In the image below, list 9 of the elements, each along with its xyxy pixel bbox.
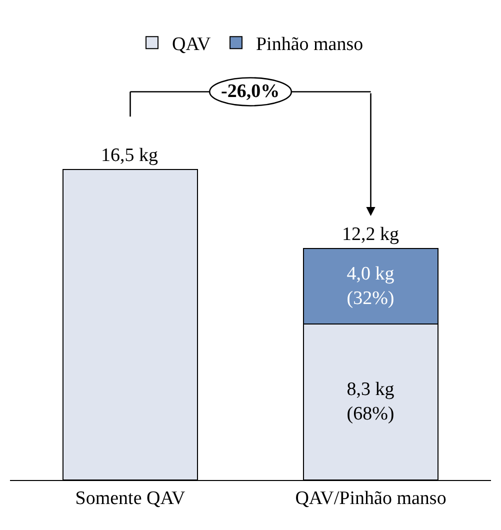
x-tick-label: Somente QAV: [75, 488, 186, 509]
text: -26,0%: [221, 81, 280, 102]
legend-label: Pinhão manso: [256, 34, 364, 56]
data-label: 4,0 kg (32%): [346, 263, 395, 309]
data-label: 8,3 kg (68%): [346, 379, 395, 425]
x-tick-label: QAV/Pinhão manso: [295, 488, 446, 509]
total-label: 16,5 kg: [101, 145, 158, 166]
legend-label: QAV: [172, 34, 211, 56]
total-label: 12,2 kg: [342, 224, 400, 245]
